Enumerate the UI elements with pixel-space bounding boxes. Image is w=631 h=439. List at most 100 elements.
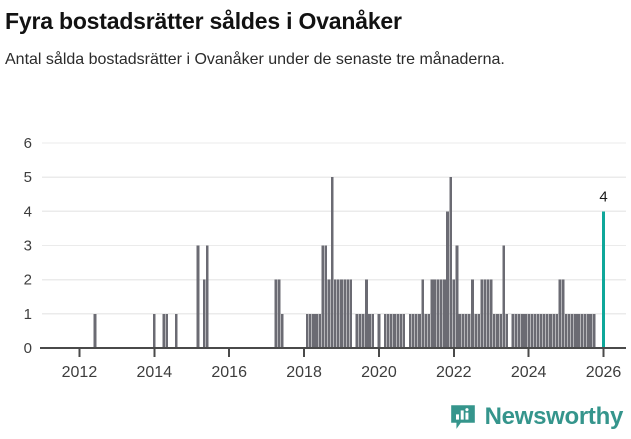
bar — [486, 279, 490, 348]
bar — [327, 279, 331, 348]
bar — [418, 313, 421, 348]
bar — [274, 279, 278, 348]
y-axis-tick-label: 3 — [24, 237, 32, 254]
bar — [567, 313, 571, 348]
bar — [499, 313, 502, 348]
bar — [592, 313, 596, 348]
bar — [464, 313, 468, 348]
bar — [446, 211, 449, 348]
bar — [589, 313, 593, 348]
brand-footer: Newsworthy — [449, 403, 623, 431]
bar — [280, 313, 284, 348]
bar — [524, 313, 527, 348]
bar — [93, 313, 97, 348]
bar — [558, 279, 562, 348]
bar — [477, 313, 481, 348]
y-axis-tick-label: 4 — [24, 203, 32, 220]
bar — [196, 245, 200, 348]
bar — [206, 245, 209, 348]
bar — [371, 313, 375, 348]
bar — [552, 313, 555, 348]
bar — [277, 279, 281, 348]
bar — [517, 313, 521, 348]
bar — [368, 313, 371, 348]
bar — [330, 177, 334, 348]
bar — [539, 313, 543, 348]
bar — [377, 313, 381, 348]
bar — [411, 313, 415, 348]
x-axis-tick-label: 2012 — [62, 364, 98, 381]
bar — [577, 313, 580, 348]
bar — [396, 313, 399, 348]
bar — [586, 313, 590, 348]
bar — [564, 313, 568, 348]
bar — [390, 313, 393, 348]
bar — [346, 279, 350, 348]
bar — [443, 279, 446, 348]
bar — [337, 279, 340, 348]
bar — [546, 313, 549, 348]
bar — [571, 313, 574, 348]
y-axis-tick-label: 1 — [24, 306, 32, 323]
bar — [471, 279, 474, 348]
bar — [349, 279, 353, 348]
bar — [493, 313, 496, 348]
y-axis-tick-label: 6 — [24, 135, 32, 152]
bar — [555, 313, 559, 348]
bar — [305, 313, 309, 348]
bar — [424, 313, 428, 348]
bar — [458, 313, 462, 348]
x-axis-tick-label: 2018 — [286, 364, 322, 381]
bar — [533, 313, 537, 348]
bar — [202, 279, 206, 348]
bar — [514, 313, 518, 348]
chart-header: Fyra bostadsrätter såldes i Ovanåker Ant… — [5, 0, 626, 73]
chart-plot-area: 0 1 2 3 4 5 6 4 2012 2014 2016 2018 2020 2022 2024 2026 — [0, 133, 631, 388]
bar — [483, 279, 487, 348]
bar-highlighted — [602, 211, 605, 348]
bar — [340, 279, 343, 348]
bar — [449, 177, 453, 348]
bar — [439, 279, 443, 348]
bar — [455, 245, 459, 348]
x-axis-tick-label: 2014 — [137, 364, 173, 381]
y-axis-tick-label: 0 — [24, 340, 32, 357]
bar — [505, 313, 509, 348]
bar — [502, 245, 506, 348]
bar — [308, 313, 312, 348]
bar — [415, 313, 418, 348]
bar — [549, 313, 552, 348]
y-axis-tick-label: 2 — [24, 272, 32, 289]
bar — [152, 313, 156, 348]
bar — [542, 313, 546, 348]
bar — [355, 313, 359, 348]
bar — [561, 279, 565, 348]
bar-chart-speech-bubble-icon — [450, 405, 475, 429]
x-axis-tick-label: 2022 — [436, 364, 472, 381]
bar — [436, 279, 440, 348]
bar — [527, 313, 531, 348]
bar — [496, 313, 499, 348]
bar-value-label: 4 — [599, 188, 607, 205]
bar — [162, 313, 166, 348]
x-axis-tick-label: 2024 — [511, 364, 547, 381]
bar-chart-svg: 0 1 2 3 4 5 6 4 2012 2014 2016 2018 2020 2022 2024 2026 — [24, 135, 626, 381]
bar — [324, 245, 328, 348]
bar — [402, 313, 406, 348]
bar — [530, 313, 534, 348]
bar — [583, 313, 587, 348]
bar — [333, 279, 337, 348]
bar — [433, 279, 437, 348]
bar — [427, 313, 431, 348]
bar — [521, 313, 524, 348]
bar — [511, 313, 515, 348]
bar — [383, 313, 387, 348]
bar — [365, 279, 368, 348]
bar — [165, 313, 169, 348]
bar — [386, 313, 390, 348]
bar — [312, 313, 315, 348]
bar — [315, 313, 318, 348]
bar — [480, 279, 484, 348]
bar — [343, 279, 346, 348]
